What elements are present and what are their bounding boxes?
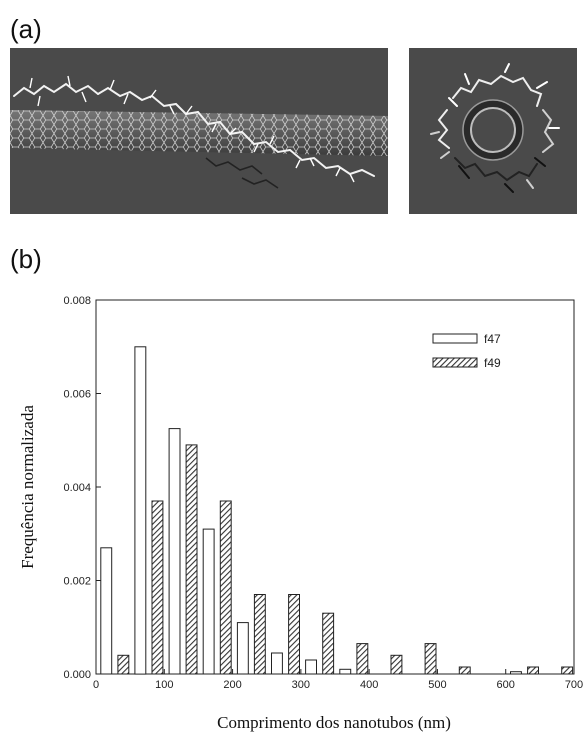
bar-f47-0	[100, 547, 113, 675]
bar-f47-1	[134, 346, 147, 675]
bar-f49-9	[424, 643, 437, 675]
nanotube-side-view-drawing	[10, 75, 388, 189]
legend-swatch-f47	[432, 333, 478, 344]
y-tick-label-0: 0.000	[63, 669, 91, 681]
bar-f49-10	[458, 666, 471, 675]
nanotube-cross-section-drawing	[430, 63, 560, 193]
legend: f47 f49	[432, 332, 501, 370]
plot-frame	[95, 299, 575, 675]
legend-swatch-f49	[432, 357, 478, 368]
x-tick-label-0: 0	[93, 679, 99, 691]
bar-f49-5	[288, 594, 301, 675]
nanotube-side-view-image	[10, 48, 388, 214]
bar-f47-7	[339, 668, 352, 675]
y-tick-label-2: 0.004	[63, 482, 91, 494]
bar-f49-7	[356, 643, 369, 675]
bar-f47-4	[236, 622, 249, 675]
bar-f47-6	[305, 659, 318, 675]
bar-f49-12	[561, 666, 574, 675]
length-histogram-chart: 0.000 0.002 0.004 0.006 0.008 0 100 200 300 400 5…	[18, 295, 583, 732]
panel-label-a: (a)	[10, 14, 42, 44]
y-axis-ticks: 0.000 0.002 0.004 0.006 0.008	[63, 295, 101, 681]
bars-group	[100, 346, 574, 675]
y-tick-label-3: 0.006	[63, 389, 91, 401]
bar-f49-4	[253, 594, 266, 675]
nanotube-cross-section-image	[409, 48, 577, 214]
bar-f47-5	[271, 652, 283, 675]
x-tick-label-6: 600	[497, 679, 515, 691]
x-tick-label-4: 400	[360, 679, 378, 691]
x-tick-label-2: 200	[223, 679, 241, 691]
bar-f49-2	[185, 444, 198, 675]
x-axis-ticks: 0 100 200 300 400 500 600 700	[93, 669, 583, 691]
legend-label-f49: f49	[484, 356, 501, 370]
bar-f47-2	[168, 428, 181, 675]
x-tick-label-7: 700	[565, 679, 583, 691]
bar-f49-0	[117, 654, 130, 675]
bar-f49-11	[527, 666, 539, 675]
bar-f49-3	[219, 500, 232, 675]
y-tick-label-1: 0.002	[63, 576, 91, 588]
x-tick-label-3: 300	[292, 679, 310, 691]
legend-label-f47: f47	[484, 332, 501, 346]
bar-f49-1	[151, 500, 164, 675]
x-tick-label-5: 500	[428, 679, 446, 691]
bar-f49-6	[322, 612, 335, 675]
bar-f49-8	[390, 654, 403, 675]
y-axis-label: Frequência normalizada	[18, 405, 37, 569]
x-axis-label: Comprimento dos nanotubos (nm)	[217, 713, 451, 732]
x-tick-label-1: 100	[155, 679, 173, 691]
y-tick-label-4: 0.008	[63, 295, 91, 307]
bar-f47-8	[510, 671, 522, 675]
panel-label-b: (b)	[10, 244, 42, 274]
bar-f47-3	[202, 528, 215, 675]
